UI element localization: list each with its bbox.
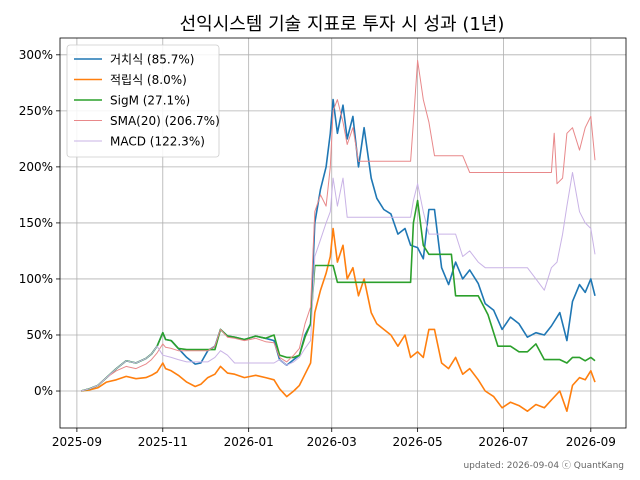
x-tick-label: 2026-09	[566, 435, 616, 449]
y-tick-label: 150%	[19, 216, 53, 230]
series-line-3	[80, 59, 596, 392]
series-layer	[80, 59, 596, 413]
legend-label: SigM (27.1%)	[110, 94, 190, 108]
x-tick-label: 2025-09	[52, 435, 102, 449]
series-line-4	[80, 172, 596, 392]
x-tick-label: 2026-05	[393, 435, 443, 449]
y-tick-label: 0%	[34, 384, 53, 398]
x-tick-label: 2025-11	[138, 435, 188, 449]
legend-label: 적립식 (8.0%)	[110, 73, 187, 87]
x-axis: 2025-09 2025-11 2026-01 2026-03 2026-05 2026-…	[52, 428, 616, 449]
y-tick-label: 50%	[26, 328, 53, 342]
legend-label: MACD (122.3%)	[110, 135, 205, 149]
y-tick-label: 200%	[19, 160, 53, 174]
plot-frame	[59, 37, 627, 429]
footer-note: updated: 2026-09-04 ⓒ QuantKang	[463, 460, 624, 471]
y-tick-label: 100%	[19, 272, 53, 286]
y-tick-label: 250%	[19, 104, 53, 118]
series-line-1	[80, 227, 596, 413]
grid-lines	[60, 38, 626, 428]
x-tick-label: 2026-01	[224, 435, 274, 449]
x-tick-label: 2026-03	[307, 435, 357, 449]
legend-label: SMA(20) (206.7%)	[110, 114, 220, 128]
legend-box	[66, 44, 220, 158]
legend-label: 거치식 (85.7%)	[110, 53, 194, 67]
chart-title: 선익시스템 기술 지표로 투자 시 성과 (1년)	[180, 14, 505, 35]
x-tick-label: 2026-07	[478, 435, 528, 449]
legend: 거치식 (85.7%) 적립식 (8.0%) SigM (27.1%) SMA(20)…	[66, 44, 220, 158]
y-tick-label: 300%	[19, 48, 53, 62]
y-axis: 0% 50% 100% 150% 200% 250% 300%	[19, 48, 60, 398]
